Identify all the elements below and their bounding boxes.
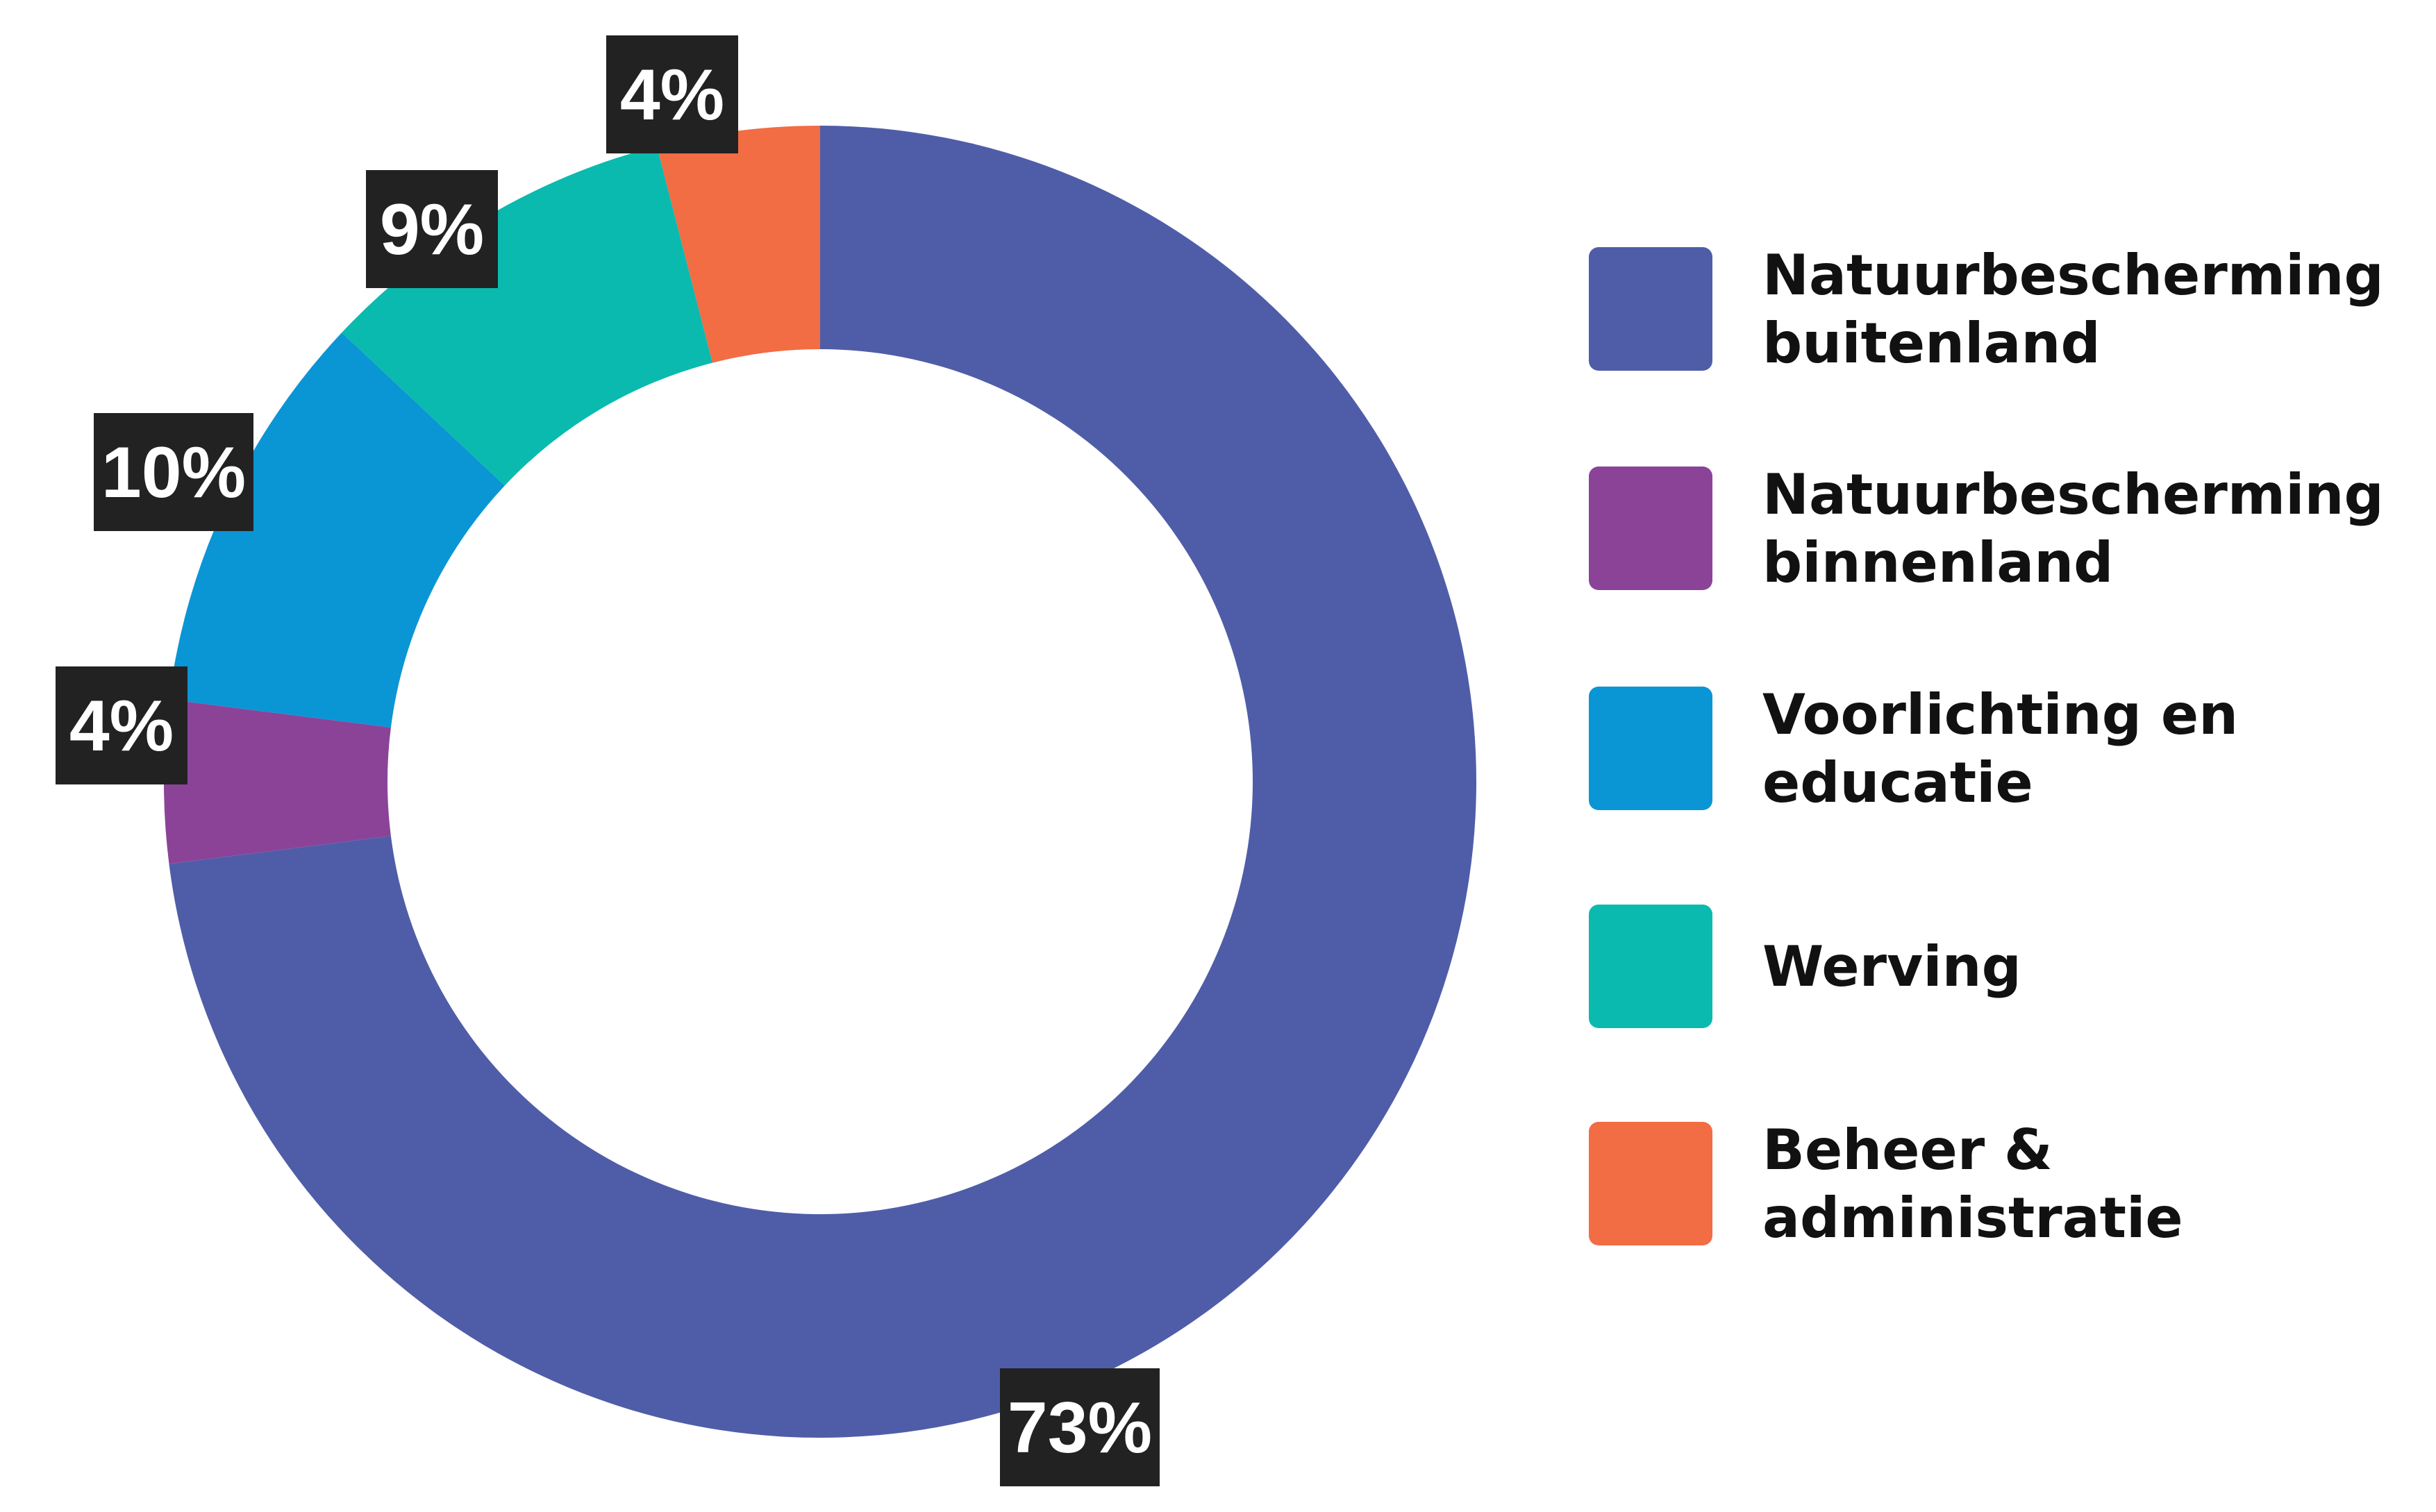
legend-item-label: Voorlichting en <box>1762 682 2238 747</box>
value-label-text: 73% <box>1008 1388 1152 1468</box>
legend-swatch <box>1589 687 1712 810</box>
pie-slice-3 <box>169 333 505 728</box>
pie-slice-5 <box>656 126 820 363</box>
value-label-2: 4% <box>56 666 187 784</box>
legend-swatch <box>1589 247 1712 371</box>
pie-slice-4 <box>342 146 713 486</box>
value-label-box <box>94 413 253 531</box>
legend-item-4: Werving <box>1589 905 2021 1028</box>
legend-item-label: Natuurbescherming <box>1762 243 2384 308</box>
value-label-box <box>606 35 738 153</box>
slices-layer <box>163 126 1476 1438</box>
value-label-3: 10% <box>94 413 253 531</box>
value-label-box <box>56 666 187 784</box>
legend-item-label: educatie <box>1762 750 2033 815</box>
legend-item-label: Werving <box>1762 934 2021 999</box>
legend-item-label: administratie <box>1762 1186 2183 1250</box>
legend-item-5: Beheer &administratie <box>1589 1118 2183 1250</box>
value-label-box <box>1000 1368 1160 1486</box>
legend-item-label: binnenland <box>1762 530 2113 595</box>
legend-item-label: Natuurbescherming <box>1762 462 2384 527</box>
value-label-1: 73% <box>1000 1368 1160 1486</box>
pie-slice-1 <box>169 126 1476 1438</box>
value-label-5: 4% <box>606 35 738 153</box>
legend-swatch <box>1589 905 1712 1028</box>
pie-slice-2 <box>163 699 391 864</box>
value-label-text: 9% <box>380 190 484 270</box>
legend-item-label: Beheer & <box>1762 1118 2053 1182</box>
value-label-text: 10% <box>101 432 246 513</box>
legend-swatch <box>1589 1122 1712 1245</box>
value-label-text: 4% <box>69 686 174 766</box>
legend-item-label: buitenland <box>1762 311 2101 376</box>
value-labels-layer: 73% 4% 10% 9% 4% <box>56 35 1160 1486</box>
value-label-text: 4% <box>620 55 724 135</box>
value-label-4: 9% <box>366 170 498 288</box>
legend-swatch <box>1589 467 1712 590</box>
value-label-box <box>366 170 498 288</box>
legend: NatuurbeschermingbuitenlandNatuurbescher… <box>1589 243 2384 1250</box>
